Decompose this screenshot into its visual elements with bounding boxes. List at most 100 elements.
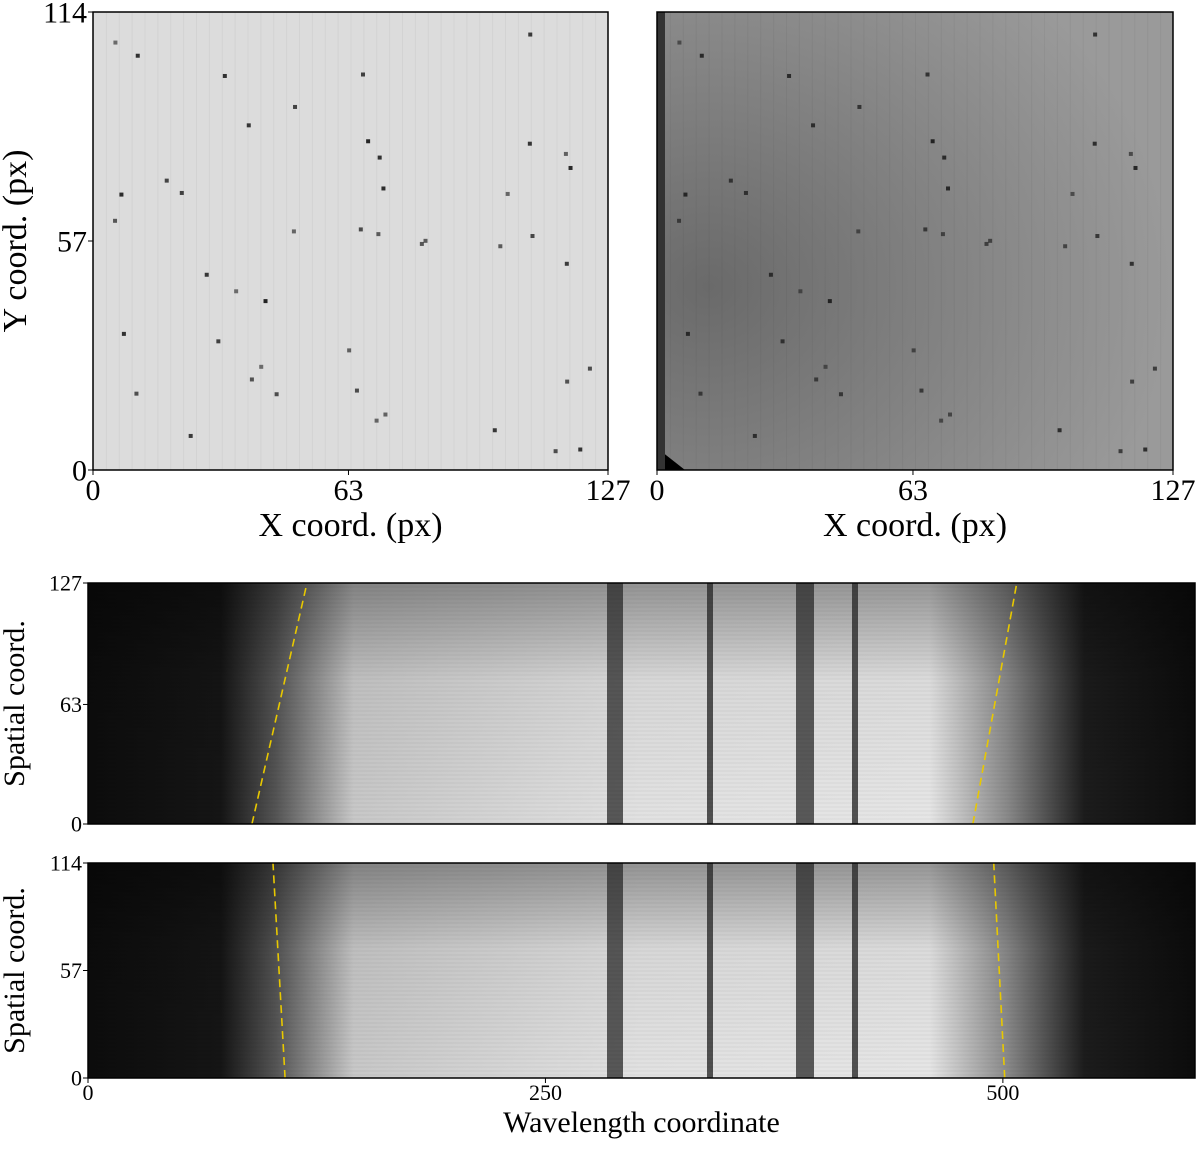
bad-pixel [988,238,993,243]
bad-pixel [578,447,583,452]
bad-pixel [857,104,862,109]
pixel-column [350,12,352,470]
x-tick-label: 0 [650,474,665,507]
pixel-column [773,12,775,470]
bad-pixel [856,229,861,234]
pixel-column [786,12,787,470]
pixel-column [889,12,891,470]
y-axis-label: Spatial coord. [0,620,31,787]
bad-pixel [838,392,843,397]
bad-pixel [677,218,682,223]
pixel-column [402,12,403,470]
pixel-column [208,12,210,470]
bad-pixel [263,299,268,304]
x-tick-label: 127 [586,474,631,507]
pixel-column [902,12,904,470]
absorption-band [852,863,858,1078]
bad-pixel [699,53,704,58]
pixel-column [1095,12,1097,470]
bad-pixel [1063,244,1068,249]
bad-pixel [787,73,792,78]
x-tick-label: 0 [86,474,101,507]
pixel-column [466,12,468,470]
absorption-band [852,583,858,824]
spectrum-shade [88,863,1195,1078]
bad-pixel [565,379,570,384]
x-tick-label: 127 [1151,474,1196,507]
bad-pixel [1143,447,1148,452]
bad-pixel [930,139,935,144]
pixel-column [118,12,120,470]
pixel-column [337,12,339,470]
pixel-column [1134,12,1136,470]
pixel-column [324,12,326,470]
pixel-column [734,12,736,470]
y-tick-label: 0 [71,1066,82,1091]
absorption-band [707,863,713,1078]
y-tick-label: 63 [60,692,82,717]
detector-frame [93,12,608,470]
pixel-column [1147,12,1149,470]
bad-pixel [798,289,803,294]
y-axis-label: Y coord. (px) [0,150,34,333]
pixel-column [1056,12,1058,470]
bad-pixel [911,348,916,353]
bad-pixel [119,192,124,197]
pixel-column [747,12,749,470]
edge-marker [272,862,286,1079]
bad-pixel [1129,261,1134,266]
pixel-column [695,12,697,470]
absorption-band [796,863,814,1078]
x-tick-label: 63 [898,474,928,507]
absorption-band [607,863,623,1078]
pixel-column [953,12,955,470]
bad-pixel [925,72,930,77]
bad-pixel [528,32,533,37]
bad-pixel [419,241,424,246]
bad-pixel [1095,234,1100,239]
pixel-column [183,12,185,470]
pixel-column [414,12,416,470]
y-tick-label: 127 [49,571,82,596]
bad-pixel [923,227,928,232]
pixel-column [247,12,249,470]
bad-pixel [293,104,298,109]
pixel-column [105,12,107,470]
pixel-column [479,12,481,470]
pixel-column [389,12,391,470]
bad-pixel [685,331,690,336]
absorption-band [607,583,623,824]
pixel-column [1069,12,1071,470]
pixel-column [708,12,710,470]
bad-pixel [498,244,503,249]
bad-pixel [984,241,989,246]
bad-pixel [948,412,953,417]
pixel-column [811,12,813,470]
edge-marker [972,582,1018,825]
pixel-column [1031,12,1033,470]
pixel-column [850,12,852,470]
pixel-column [1018,12,1020,470]
pixel-column [286,12,288,470]
bad-pixel [246,123,251,128]
pixel-column [1160,12,1162,470]
spectrum-shade [88,583,1195,824]
bad-pixel [383,412,388,417]
bad-pixel [743,190,748,195]
bad-pixel [374,418,379,423]
pixel-column [1005,12,1007,470]
bad-pixel [113,218,118,223]
pixel-column [595,12,597,470]
bad-pixel [188,433,193,438]
pixel-column [517,12,519,470]
bad-pixel [728,178,733,183]
pixel-column [311,12,313,470]
bad-pixel [222,73,227,78]
bad-pixel [366,139,371,144]
pixel-column [721,12,723,470]
bad-pixel [204,272,209,277]
x-axis-label: X coord. (px) [823,507,1007,544]
y-tick-label: 0 [72,455,87,488]
bad-pixel [942,155,947,160]
